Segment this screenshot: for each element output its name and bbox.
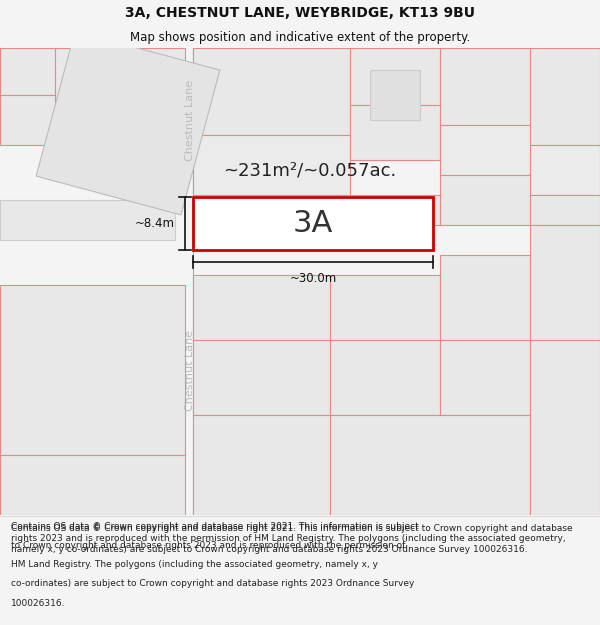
Polygon shape bbox=[440, 175, 530, 225]
Polygon shape bbox=[193, 197, 433, 250]
Polygon shape bbox=[0, 455, 185, 515]
Polygon shape bbox=[370, 70, 420, 120]
Polygon shape bbox=[330, 275, 440, 340]
Text: Chestnut Lane: Chestnut Lane bbox=[185, 79, 195, 161]
Polygon shape bbox=[0, 285, 185, 455]
Text: co-ordinates) are subject to Crown copyright and database rights 2023 Ordnance S: co-ordinates) are subject to Crown copyr… bbox=[11, 579, 414, 588]
Polygon shape bbox=[350, 105, 440, 160]
Text: to Crown copyright and database rights 2023 and is reproduced with the permissio: to Crown copyright and database rights 2… bbox=[11, 541, 405, 550]
Text: Contains OS data © Crown copyright and database right 2021. This information is : Contains OS data © Crown copyright and d… bbox=[11, 522, 419, 531]
Text: ~8.4m: ~8.4m bbox=[135, 217, 175, 230]
Text: Map shows position and indicative extent of the property.: Map shows position and indicative extent… bbox=[130, 31, 470, 44]
Text: Chestnut Lane: Chestnut Lane bbox=[185, 329, 195, 411]
Text: 100026316.: 100026316. bbox=[11, 599, 65, 608]
Text: HM Land Registry. The polygons (including the associated geometry, namely x, y: HM Land Registry. The polygons (includin… bbox=[11, 560, 378, 569]
Polygon shape bbox=[330, 415, 530, 515]
Polygon shape bbox=[36, 31, 220, 215]
Polygon shape bbox=[530, 48, 600, 145]
Polygon shape bbox=[530, 145, 600, 195]
Polygon shape bbox=[0, 95, 90, 145]
Polygon shape bbox=[530, 195, 600, 225]
Text: 3A: 3A bbox=[293, 209, 333, 238]
Polygon shape bbox=[530, 340, 600, 515]
Polygon shape bbox=[193, 275, 330, 340]
Polygon shape bbox=[350, 48, 440, 105]
Polygon shape bbox=[0, 200, 175, 240]
Text: ~231m²/~0.057ac.: ~231m²/~0.057ac. bbox=[223, 161, 397, 179]
Polygon shape bbox=[330, 340, 440, 415]
Polygon shape bbox=[193, 48, 350, 135]
Text: 3A, CHESTNUT LANE, WEYBRIDGE, KT13 9BU: 3A, CHESTNUT LANE, WEYBRIDGE, KT13 9BU bbox=[125, 6, 475, 21]
Polygon shape bbox=[440, 125, 530, 175]
Polygon shape bbox=[55, 48, 185, 175]
Polygon shape bbox=[350, 195, 440, 225]
Polygon shape bbox=[440, 48, 530, 125]
Polygon shape bbox=[0, 48, 55, 95]
Polygon shape bbox=[193, 415, 330, 515]
Polygon shape bbox=[193, 135, 350, 195]
Text: ~30.0m: ~30.0m bbox=[289, 272, 337, 285]
Text: Contains OS data © Crown copyright and database right 2021. This information is : Contains OS data © Crown copyright and d… bbox=[11, 524, 572, 554]
Polygon shape bbox=[193, 340, 330, 415]
Polygon shape bbox=[440, 340, 530, 415]
Polygon shape bbox=[440, 255, 530, 340]
Polygon shape bbox=[530, 225, 600, 340]
